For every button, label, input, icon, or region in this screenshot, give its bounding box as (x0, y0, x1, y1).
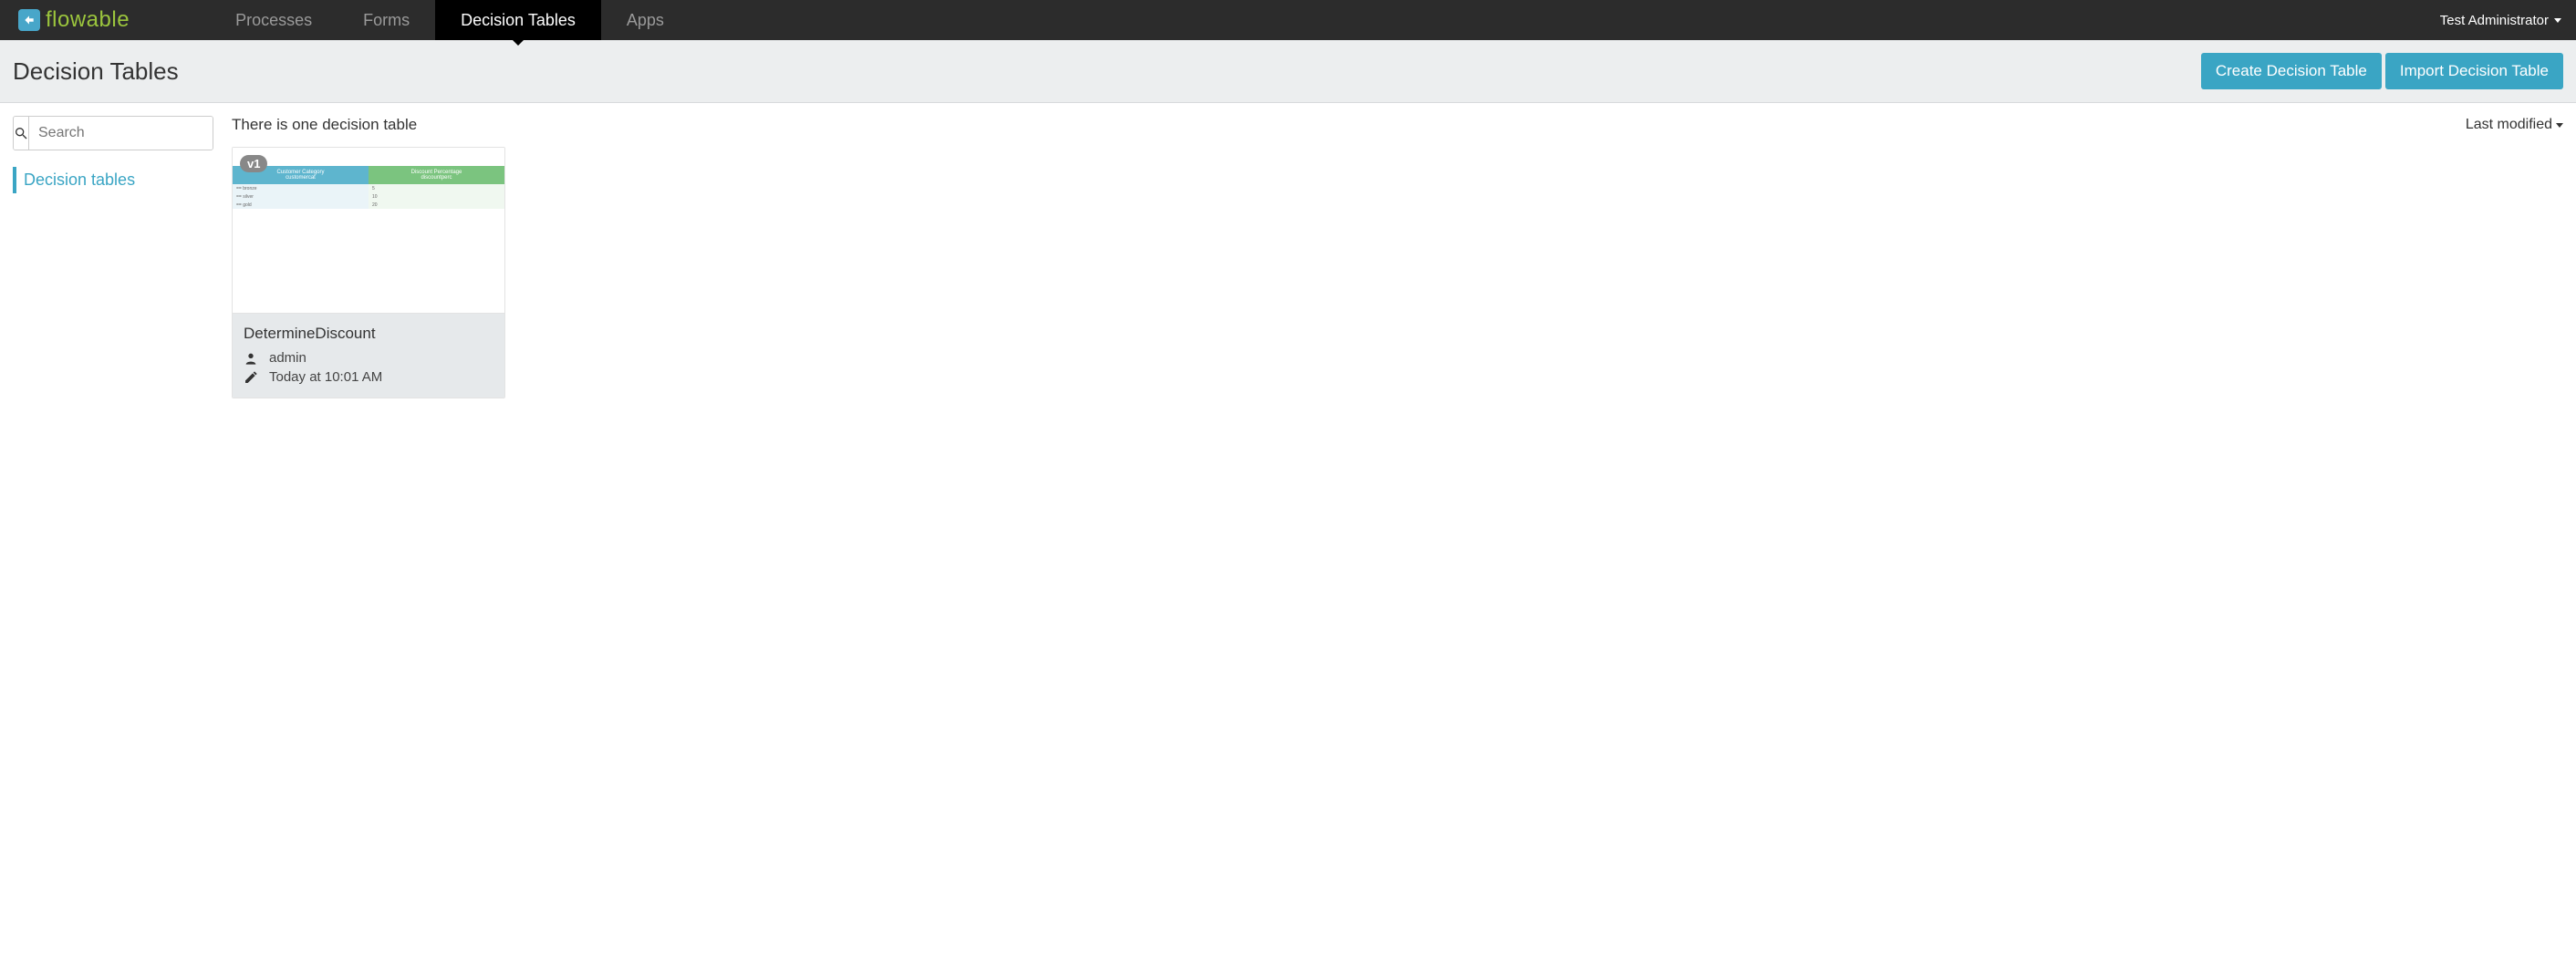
main: There is one decision table Last modifie… (232, 116, 2563, 398)
preview-output-header: Discount Percentage discountperc (369, 166, 504, 184)
preview-row: == silver 10 (233, 192, 504, 201)
chevron-down-icon (2554, 18, 2561, 23)
nav-tab-processes[interactable]: Processes (210, 0, 338, 40)
nav-tab-apps[interactable]: Apps (601, 0, 690, 40)
user-menu[interactable]: Test Administrator (2425, 0, 2576, 40)
version-badge: v1 (240, 155, 267, 172)
sort-label: Last modified (2466, 117, 2552, 133)
preview-row: == bronze 5 (233, 184, 504, 192)
nav-tab-forms[interactable]: Forms (338, 0, 435, 40)
main-top: There is one decision table Last modifie… (232, 116, 2563, 134)
preview-input-sub-text: customercat (276, 175, 324, 181)
subheader: Decision Tables Create Decision Table Im… (0, 40, 2576, 103)
preview-cell: 20 (369, 201, 504, 209)
preview-mini-table: Customer Category customercat Discount P… (233, 166, 504, 209)
nav-tab-label: Apps (627, 11, 664, 30)
sidebar-item-decision-tables[interactable]: Decision tables (13, 167, 213, 193)
page-title: Decision Tables (13, 57, 179, 86)
nav-tab-label: Forms (363, 11, 410, 30)
navbar-spacer (690, 0, 2425, 40)
sidebar: Decision tables (13, 116, 213, 398)
nav-tab-decision-tables[interactable]: Decision Tables (435, 0, 601, 40)
sidebar-item-label: Decision tables (24, 171, 135, 189)
pencil-icon (244, 370, 258, 385)
nav-tab-label: Processes (235, 11, 312, 30)
top-navbar: flowable Processes Forms Decision Tables… (0, 0, 2576, 40)
card-meta: DetermineDiscount admin Today at 10:01 A… (233, 314, 504, 398)
import-decision-table-button[interactable]: Import Decision Table (2385, 53, 2563, 89)
user-name: Test Administrator (2440, 13, 2549, 28)
preview-row: == gold 20 (233, 201, 504, 209)
card-title: DetermineDiscount (244, 325, 493, 343)
preview-cell: == gold (233, 201, 369, 209)
subheader-actions: Create Decision Table Import Decision Ta… (2201, 53, 2563, 89)
brand-name: flowable (46, 7, 130, 33)
brand-logo[interactable]: flowable (11, 0, 137, 40)
nav-tabs: Processes Forms Decision Tables Apps (210, 0, 690, 40)
search-wrap (13, 116, 213, 150)
content: Decision tables There is one decision ta… (0, 103, 2576, 411)
create-decision-table-button[interactable]: Create Decision Table (2201, 53, 2382, 89)
search-button[interactable] (14, 117, 29, 150)
search-input[interactable] (29, 117, 213, 150)
preview-cell: 10 (369, 192, 504, 201)
card-owner-row: admin (244, 350, 493, 366)
user-icon (244, 351, 258, 366)
result-count-text: There is one decision table (232, 116, 417, 134)
nav-tab-label: Decision Tables (461, 11, 576, 30)
preview-cell: == silver (233, 192, 369, 201)
search-icon (14, 126, 28, 140)
preview-cell: 5 (369, 184, 504, 192)
card-modified: Today at 10:01 AM (269, 369, 382, 385)
preview-output-sub-text: discountperc (411, 175, 462, 181)
card-owner: admin (269, 350, 306, 366)
decision-table-card[interactable]: v1 Customer Category customercat Discoun… (232, 147, 505, 398)
logo-mark-icon (18, 9, 40, 31)
card-modified-row: Today at 10:01 AM (244, 369, 493, 385)
chevron-down-icon (2556, 123, 2563, 128)
preview-cell: == bronze (233, 184, 369, 192)
sort-dropdown[interactable]: Last modified (2466, 117, 2563, 133)
card-preview: v1 Customer Category customercat Discoun… (233, 148, 504, 314)
